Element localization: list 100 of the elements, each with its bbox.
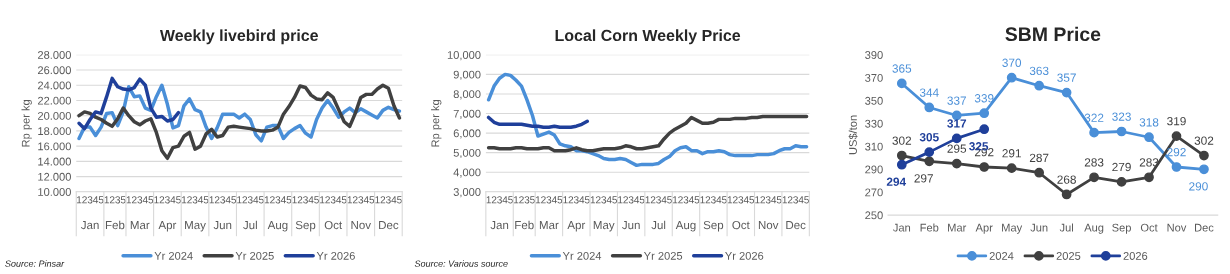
point: [951, 133, 962, 144]
point: [1006, 163, 1017, 174]
y-tick-label: 390: [865, 51, 883, 59]
x-tick-label: 2: [380, 196, 386, 204]
point: [896, 159, 907, 170]
y-tick-label: 12.000: [38, 172, 71, 181]
data-label: 291: [1002, 149, 1021, 158]
y-tick-label: 7,000: [453, 109, 481, 119]
x-tick-label: 4: [579, 196, 585, 204]
data-label: 295: [947, 144, 967, 153]
source-note: Source: Pinsar: [5, 260, 65, 267]
x-tick-label: 4: [391, 196, 397, 204]
x-tick-label: 3: [137, 196, 143, 204]
x-tick-label: 1: [126, 196, 132, 204]
y-tick-label: 10,000: [447, 51, 481, 61]
x-tick-label: 4: [253, 196, 259, 204]
y-tick-label: 18.000: [38, 127, 71, 136]
x-tick-label: 3: [738, 196, 744, 204]
x-tick-label: 3: [247, 196, 253, 204]
data-label: 279: [1112, 162, 1131, 172]
x-tick-label: 5: [148, 196, 154, 204]
x-tick-label: 4: [225, 196, 231, 204]
x-tick-label: 1: [347, 196, 353, 204]
x-tick-label: 5: [721, 196, 727, 204]
x-tick-label: 2: [242, 196, 248, 204]
point: [1199, 150, 1209, 161]
legend-label: 2025: [1056, 252, 1081, 260]
legend-label: Yr 2026: [316, 251, 355, 260]
point: [1061, 189, 1072, 200]
x-tick-label: 5: [639, 196, 645, 204]
x-tick-label: 5: [176, 196, 181, 204]
x-tick-label: 3: [192, 196, 198, 204]
data-label: 287: [1029, 153, 1049, 163]
y-tick-label: 24.000: [37, 81, 71, 90]
data-label: 290: [1189, 182, 1208, 191]
y-tick-label: 28.000: [37, 51, 71, 59]
y-tick-label: 3,000: [453, 188, 481, 198]
point: [1171, 131, 1182, 141]
data-label: 292: [1167, 147, 1186, 157]
x-tick-label: 5: [804, 196, 809, 204]
x-tick-label: 3: [628, 196, 634, 204]
x-tick-label: 2: [595, 196, 601, 204]
x-tick-label: 1: [590, 196, 596, 204]
x-tick-label: 2: [705, 196, 711, 204]
x-tick-label: 2: [131, 196, 137, 204]
x-tick-label: 4: [716, 196, 722, 204]
legend-label: 2026: [1123, 252, 1148, 260]
point: [951, 158, 962, 169]
x-tick-label: 4: [142, 196, 148, 204]
chart-title: Weekly livebird price: [159, 29, 319, 45]
source-note: Source: Various source: [414, 260, 508, 267]
y-tick-label: 310: [865, 142, 883, 151]
x-tick-label: Jan: [893, 223, 911, 232]
x-tick-label: 5: [667, 196, 672, 204]
point: [1089, 172, 1099, 183]
x-tick-label: 1: [292, 196, 297, 204]
x-tick-label: 5: [314, 196, 319, 204]
data-label: 294: [886, 177, 907, 186]
x-tick-label: 2: [787, 196, 793, 204]
x-tick-label: 5: [584, 196, 590, 204]
x-tick-label: 4: [743, 196, 749, 204]
y-tick-label: 330: [865, 119, 883, 128]
y-axis-title: Rp per kg: [431, 99, 442, 147]
data-label: 283: [1084, 158, 1104, 167]
x-tick-label: 5: [749, 196, 755, 204]
x-tick-label: 2: [760, 196, 766, 204]
x-tick-label: May: [1002, 223, 1023, 234]
x-tick-label: 3: [683, 196, 689, 204]
x-tick-label: 1: [375, 196, 380, 204]
x-tick-label: 1: [700, 196, 705, 204]
x-tick-label: 4: [170, 196, 176, 204]
x-tick-label: 1: [76, 196, 82, 204]
x-tick-label: 5: [98, 196, 104, 204]
legend-label: Yr 2026: [725, 251, 764, 260]
x-tick-label: 3: [275, 196, 281, 204]
x-tick-label: 3: [220, 196, 226, 204]
data-label: 302: [1194, 136, 1214, 145]
x-tick-label: 3: [573, 196, 579, 204]
x-tick-label: 3: [358, 196, 364, 204]
x-tick-label: Jul: [1059, 223, 1073, 232]
x-tick-label: 1: [727, 196, 733, 204]
data-label: 318: [1139, 118, 1159, 127]
x-tick-label: 2: [733, 196, 738, 204]
line-series: [77, 76, 181, 131]
x-tick-label: 4: [502, 196, 508, 204]
x-tick-label: 2: [678, 196, 683, 204]
x-tick-label: 1: [154, 196, 159, 204]
x-tick-label: 2: [491, 196, 497, 204]
x-tick-label: 4: [606, 196, 612, 204]
x-tick-label: 2: [109, 196, 115, 204]
x-tick-label: 2: [325, 196, 330, 204]
x-tick-label: 4: [688, 196, 694, 204]
x-tick-label: 3: [330, 196, 336, 204]
data-label: 323: [1112, 112, 1131, 121]
y-tick-label: 290: [865, 165, 883, 174]
y-tick-label: 370: [865, 73, 883, 82]
x-tick-label: 2: [159, 196, 165, 204]
x-tick-label: 3: [303, 196, 308, 204]
x-tick-label: 5: [341, 196, 347, 204]
x-tick-label: 1: [645, 196, 650, 204]
